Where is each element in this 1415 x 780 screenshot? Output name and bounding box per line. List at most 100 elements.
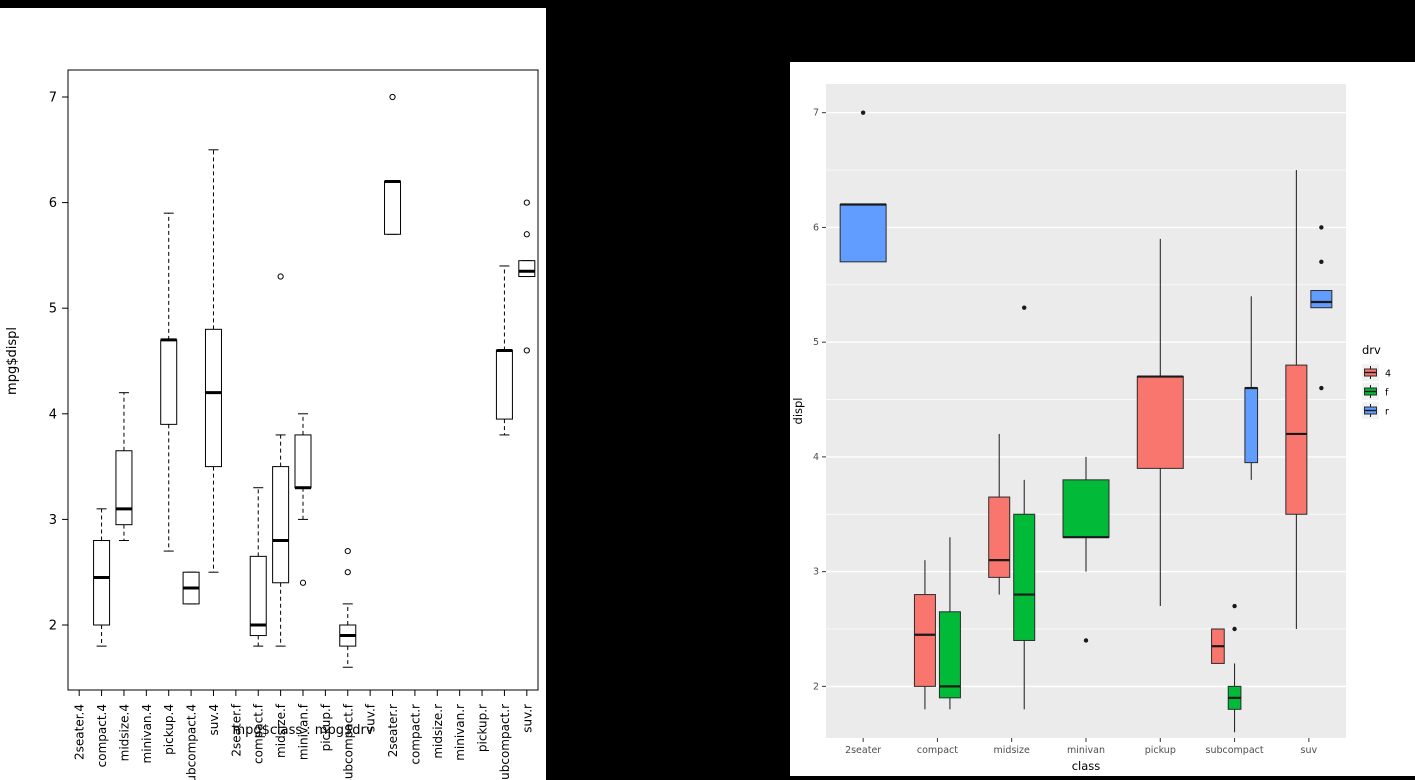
y-tick-label: 5: [49, 302, 57, 317]
box-body: [249, 555, 267, 637]
x-tick-label: midsize: [994, 745, 1030, 756]
box-suv-4: [1285, 170, 1308, 629]
box-body: [93, 540, 111, 626]
base-r-boxplot: 2 3 4 5 6 7 mpg$displ 2seater.4 compact.4 midsize…: [5, 69, 539, 780]
legend-title: drv: [1362, 343, 1381, 357]
legend-label: f: [1385, 388, 1389, 399]
plot-frame: [67, 69, 539, 691]
box-body: [204, 328, 222, 468]
box-body: [988, 496, 1011, 578]
outlier-point: [1319, 385, 1324, 391]
outlier-point: [1232, 626, 1237, 632]
y-axis-title: displ: [791, 398, 805, 425]
box-body: [160, 339, 178, 425]
x-tick-label: compact.f: [252, 703, 266, 764]
box-minivan.f: [294, 413, 312, 586]
box-suv.4: [204, 149, 222, 573]
y-tick-label: 2: [813, 681, 819, 692]
box-body: [495, 349, 513, 420]
outlier-point: [1319, 225, 1324, 230]
box-body: [839, 203, 887, 263]
box-pickup.4: [160, 212, 178, 552]
box-midsize.f: [272, 273, 290, 647]
outlier-point: [1319, 259, 1324, 265]
box-subcompact.r: [495, 265, 513, 436]
legend-key-f: f: [1362, 383, 1389, 400]
x-tick-label: 2seater: [845, 745, 881, 756]
y-tick-label: 7: [49, 91, 57, 106]
legend-label: 4: [1385, 369, 1391, 380]
outlier-point: [299, 579, 307, 586]
x-axis-title: mpg$class : mpg$drv: [232, 723, 373, 738]
box-suv-r: [1310, 225, 1333, 391]
y-tick-label: 4: [813, 452, 819, 463]
x-tick-label: suv: [1301, 745, 1318, 756]
box-midsize.4: [115, 392, 133, 542]
x-tick-label: subcompact: [1206, 745, 1264, 756]
box-body: [1244, 387, 1259, 464]
x-tick-label: midsize.f: [274, 703, 288, 758]
box-subcompact-f: [1227, 603, 1242, 733]
x-tick-label: 2seater.r: [386, 704, 400, 757]
x-tick-label: 2seater.4: [73, 704, 87, 760]
x-tick-label: minivan.r: [453, 704, 467, 761]
x-tick-label: 2seater.f: [229, 703, 243, 756]
x-tick-label: midsize.r: [431, 704, 445, 759]
outlier-point: [1232, 603, 1237, 609]
box-body: [913, 594, 936, 687]
x-tick-label: subcompact.f: [341, 703, 355, 780]
box-midsize-f: [1013, 305, 1036, 710]
box-compact-f: [938, 537, 961, 710]
box-body: [1013, 513, 1036, 641]
y-tick-label: 7: [813, 108, 819, 119]
box-2seater-r: [839, 110, 887, 263]
box-body: [294, 434, 312, 489]
box-2seater.r: [384, 93, 402, 235]
box-body: [115, 450, 133, 526]
outlier-point: [523, 231, 530, 238]
box-body: [272, 466, 290, 584]
outlier-point: [277, 273, 284, 280]
x-tick-label: minivan.f: [297, 703, 311, 760]
x-tick-label: midsize.4: [117, 704, 131, 761]
box-body: [938, 611, 961, 699]
legend-key-4: 4: [1362, 364, 1391, 381]
x-tick-label: compact.r: [408, 704, 422, 765]
x-tick-label: subcompact.4: [185, 704, 199, 780]
base-r-boxplot-card: 2 3 4 5 6 7 mpg$displ 2seater.4 compact.4 midsize…: [0, 8, 546, 780]
outlier-point: [344, 569, 351, 576]
x-tick-label: suv.r: [520, 704, 534, 733]
x-tick-label: minivan.4: [140, 704, 154, 763]
box-body: [518, 260, 536, 278]
box-minivan-f: [1062, 456, 1110, 643]
box-compact.4: [93, 508, 111, 647]
x-tick-label: minivan: [1067, 745, 1105, 756]
y-tick-label: 5: [813, 337, 819, 348]
outlier-point: [389, 93, 396, 101]
outlier-point: [860, 110, 866, 115]
box-midsize-4: [988, 433, 1011, 595]
x-tick-label: compact.4: [95, 704, 109, 767]
x-tick-label: pickup: [1145, 745, 1176, 756]
box-subcompact-r: [1244, 296, 1259, 480]
y-tick-label: 3: [813, 567, 819, 578]
y-tick-label: 6: [813, 222, 819, 233]
y-axis-title: mpg$displ: [5, 327, 20, 395]
ggplot-boxplot: 2 3 4 5 6 7 2seater compact midsize minivan pickup…: [791, 84, 1391, 773]
legend-key-r: r: [1362, 402, 1389, 419]
outlier-point: [523, 199, 530, 206]
x-tick-label: suv.f: [364, 703, 378, 732]
x-tick-label: compact: [917, 745, 958, 756]
box-body: [384, 180, 402, 235]
x-axis-title: class: [1072, 759, 1101, 773]
x-tick-label: pickup.r: [476, 704, 490, 752]
outlier-point: [1083, 638, 1089, 643]
outlier-point: [523, 347, 530, 354]
x-tick-label: suv.4: [207, 704, 221, 735]
outlier-point: [344, 547, 351, 555]
box-compact.f: [249, 487, 267, 647]
box-body: [1285, 364, 1308, 515]
legend-label: r: [1385, 407, 1389, 418]
y-tick-label: 6: [49, 196, 57, 211]
